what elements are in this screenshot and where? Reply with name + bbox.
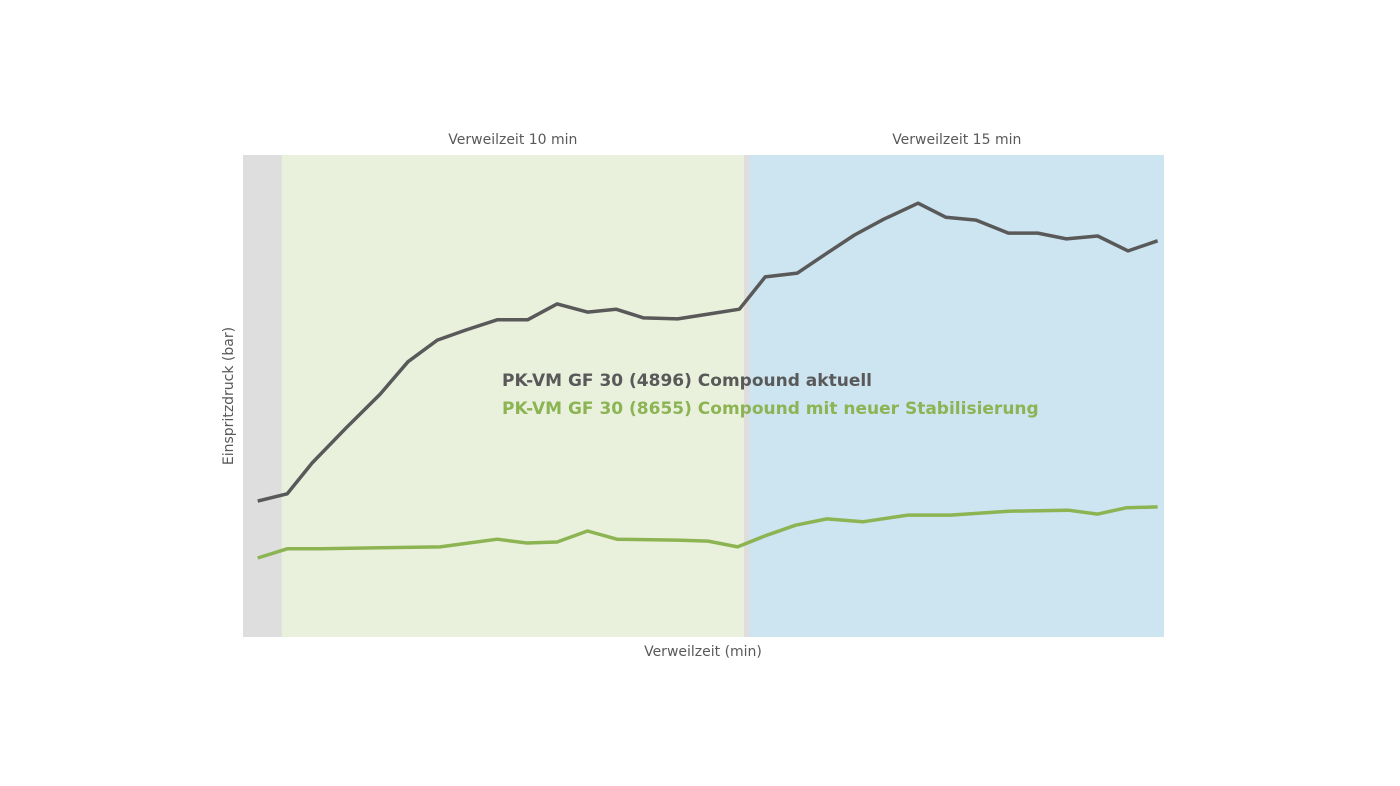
band: [749, 155, 1164, 637]
band-label: Verweilzeit 10 min: [448, 132, 577, 148]
legend-entry: PK-VM GF 30 (4896) Compound aktuell: [502, 371, 872, 391]
line: [257, 201, 1159, 503]
x-axis-label: Verweilzeit (min): [644, 644, 762, 660]
legend-entry: PK-VM GF 30 (8655) Compound mit neuer St…: [502, 399, 1039, 419]
y-axis-label: Einspritzdruck (bar): [221, 327, 237, 465]
band-label: Verweilzeit 15 min: [892, 132, 1021, 148]
band: [281, 155, 745, 637]
line: [257, 505, 1158, 560]
